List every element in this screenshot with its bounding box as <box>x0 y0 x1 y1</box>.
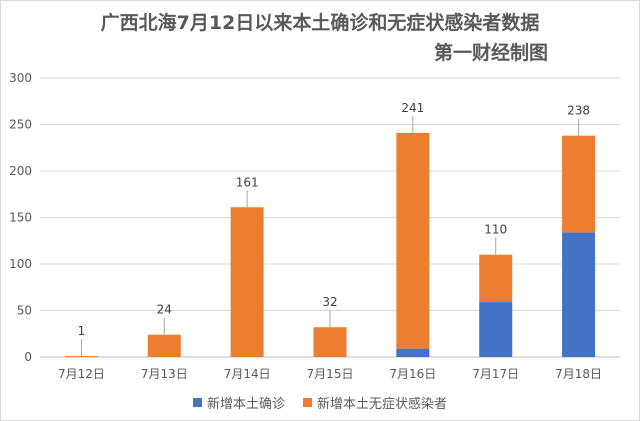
y-tick-label: 50 <box>17 304 32 318</box>
bar-asymptomatic <box>230 207 264 357</box>
data-label-total: 24 <box>157 303 172 317</box>
bar-confirmed <box>562 232 596 357</box>
legend-label-confirmed: 新增本土确诊 <box>206 397 285 412</box>
data-label-total: 32 <box>322 295 337 309</box>
y-tick-label: 200 <box>9 164 32 178</box>
x-tick-label: 7月14日 <box>224 367 271 381</box>
bar-asymptomatic <box>64 356 98 357</box>
bar-asymptomatic <box>313 327 347 357</box>
x-tick-label: 7月12日 <box>58 367 105 381</box>
legend: 新增本土确诊 新增本土无症状感染者 <box>0 393 640 412</box>
x-tick-label: 7月18日 <box>555 367 602 381</box>
y-tick-label: 300 <box>9 71 32 85</box>
y-tick-label: 0 <box>24 350 32 364</box>
bar-asymptomatic <box>562 135 596 233</box>
legend-label-asymptomatic: 新增本土无症状感染者 <box>317 397 448 412</box>
chart-subtitle: 第一财经制图 <box>433 42 548 64</box>
y-tick-label: 250 <box>9 118 32 132</box>
y-tick-label: 150 <box>9 211 32 225</box>
x-tick-label: 7月13日 <box>141 367 188 381</box>
data-label-total: 238 <box>567 104 590 118</box>
data-label-total: 1 <box>78 324 86 338</box>
bar-confirmed <box>396 348 430 357</box>
legend-swatch-confirmed <box>192 398 202 407</box>
bar-asymptomatic <box>396 132 430 349</box>
data-label-total: 241 <box>401 101 424 115</box>
legend-swatch-asymptomatic <box>303 398 312 407</box>
x-tick-label: 7月15日 <box>307 367 354 381</box>
y-tick-label: 100 <box>9 257 32 271</box>
data-label-total: 161 <box>236 175 259 189</box>
bar-confirmed <box>479 302 513 357</box>
x-tick-label: 7月16日 <box>389 367 436 381</box>
legend-item-confirmed: 新增本土确诊 <box>192 393 285 412</box>
bar-asymptomatic <box>147 334 181 357</box>
legend-item-asymptomatic: 新增本土无症状感染者 <box>303 393 447 412</box>
bar-asymptomatic <box>479 254 513 303</box>
data-label-total: 110 <box>484 223 507 237</box>
x-tick-label: 7月17日 <box>472 367 519 381</box>
chart-title: 广西北海7月12日以来本土确诊和无症状感染者数据 <box>100 12 540 34</box>
